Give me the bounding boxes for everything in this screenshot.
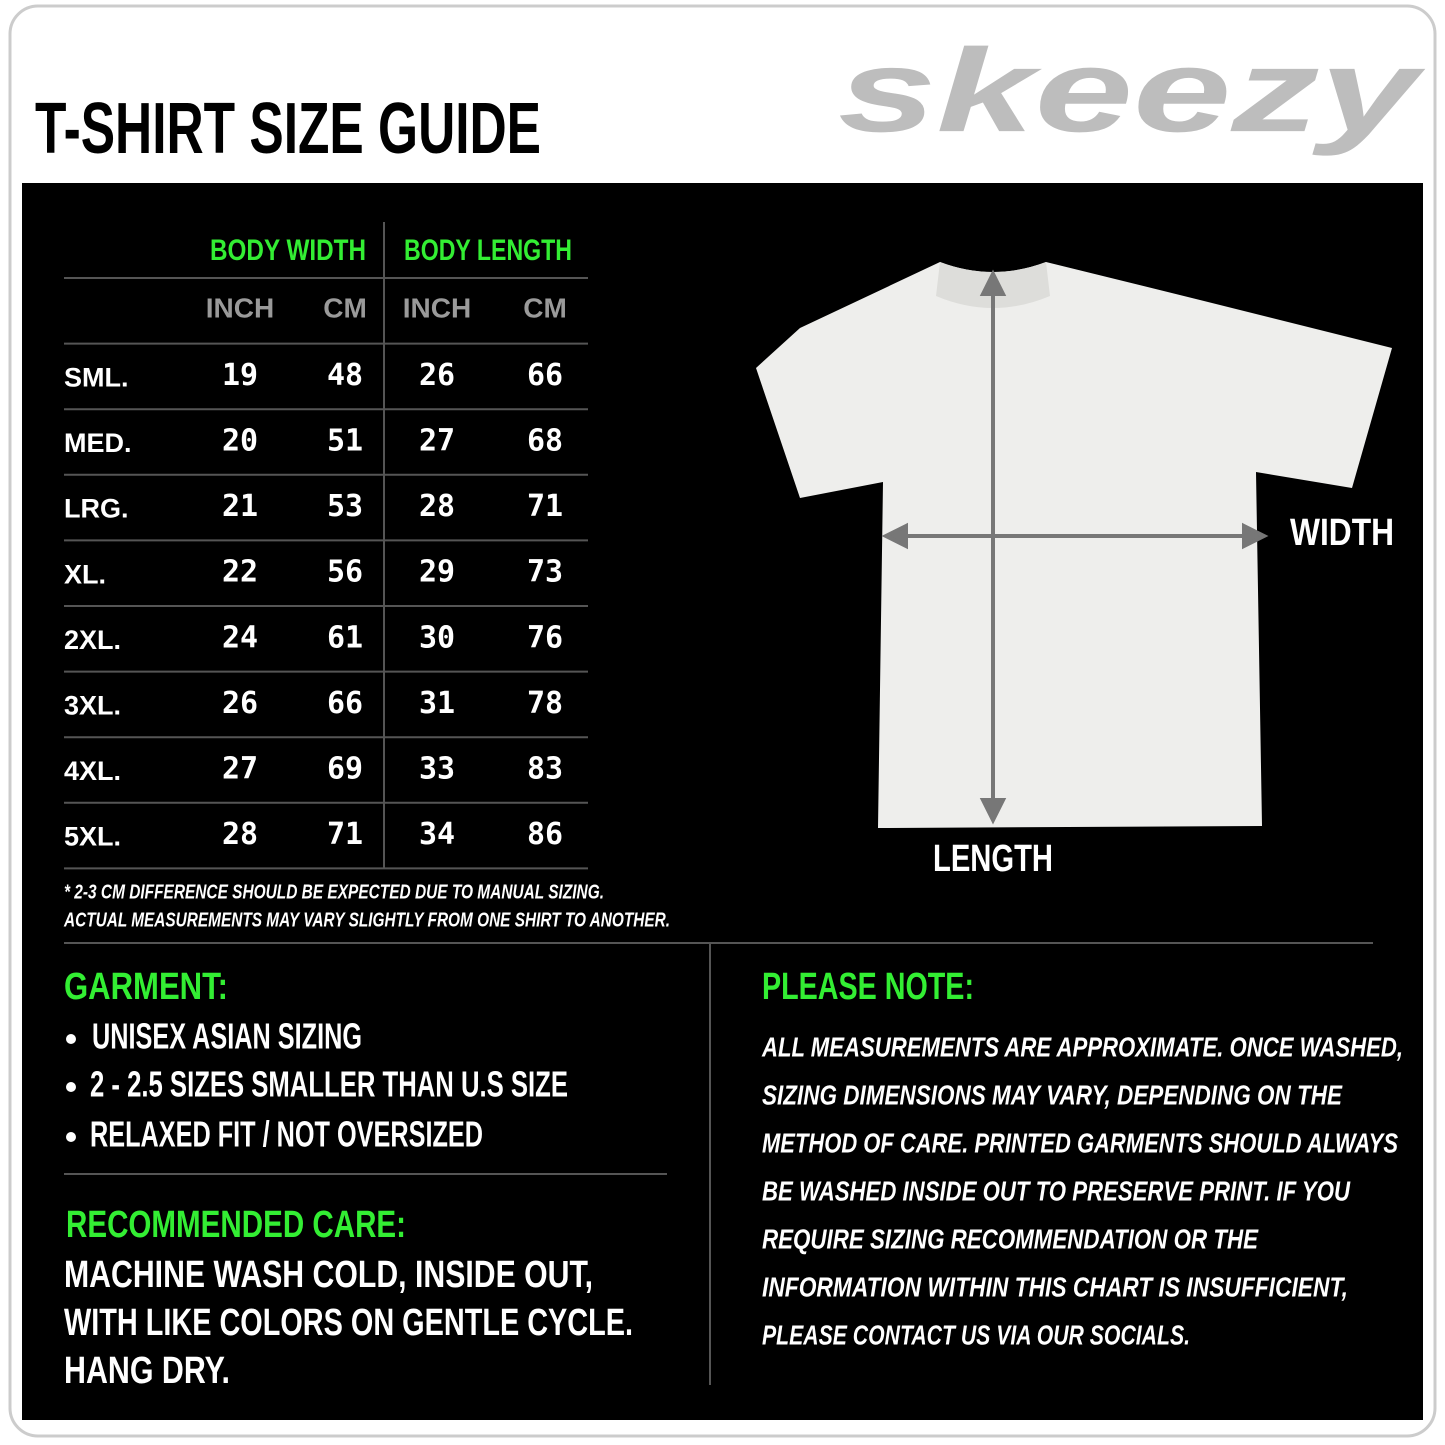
cell: 19 (222, 358, 258, 393)
cell: 27 (222, 752, 258, 787)
cell: 66 (527, 358, 563, 393)
unit-header: INCH (403, 292, 471, 323)
cell: 33 (419, 752, 455, 787)
cell: 51 (327, 424, 363, 459)
note-line: METHOD OF CARE. PRINTED GARMENTS SHOULD … (762, 1127, 1398, 1158)
cell: 53 (327, 489, 363, 524)
note-line: INFORMATION WITHIN THIS CHART IS INSUFFI… (762, 1271, 1348, 1302)
shirt (756, 262, 1392, 828)
cell: 71 (527, 489, 563, 524)
cell: 66 (327, 686, 363, 721)
table: INCH CM INCH CM SML. 19 48 26 66 MED. 20 51 27 68 LRG.… (64, 277, 588, 870)
note-line: REQUIRE SIZING RECOMMENDATION OR THE (762, 1223, 1259, 1254)
garment-item: 2 - 2.5 SIZES SMALLER THAN U.S SIZE (90, 1064, 568, 1105)
unit-header: CM (523, 292, 567, 323)
shirt-diagram: WIDTH LENGTH (756, 262, 1394, 880)
size-label: SML. (64, 363, 129, 393)
footnote: * 2-3 CM DIFFERENCE SHOULD BE EXPECTED D… (64, 881, 604, 903)
note-line: BE WASHED INSIDE OUT TO PRESERVE PRINT. … (762, 1175, 1351, 1206)
note-line: PLEASE CONTACT US VIA OUR SOCIALS. (762, 1319, 1190, 1350)
size-label: 5XL. (64, 822, 121, 852)
cell: 21 (222, 489, 258, 524)
care-line: HANG DRY. (64, 1350, 230, 1392)
note-line: ALL MEASUREMENTS ARE APPROXIMATE. ONCE W… (761, 1031, 1403, 1062)
cell: 26 (222, 686, 258, 721)
cell: 22 (222, 555, 258, 590)
garment-item: RELAXED FIT / NOT OVERSIZED (90, 1114, 483, 1155)
unit-header: INCH (206, 292, 274, 323)
cell: 61 (327, 620, 363, 655)
cell: 83 (527, 752, 563, 787)
cell: 30 (419, 620, 455, 655)
cell: 20 (222, 424, 258, 459)
cell: 29 (419, 555, 455, 590)
footnote: ACTUAL MEASUREMENTS MAY VARY SLIGHTLY FR… (63, 909, 670, 931)
size-label: 4XL. (64, 756, 121, 786)
cell: 78 (527, 686, 563, 721)
cell: 71 (327, 817, 363, 852)
care-line: WITH LIKE COLORS ON GENTLE CYCLE. (64, 1302, 633, 1344)
garment-title: GARMENT: (64, 966, 228, 1008)
title: T-SHIRT SIZE GUIDE (35, 89, 541, 169)
size-label: LRG. (64, 494, 129, 524)
cell: 86 (527, 817, 563, 852)
cell: 73 (527, 555, 563, 590)
cell: 68 (527, 424, 563, 459)
cell: 48 (327, 358, 363, 393)
cell: 28 (222, 817, 258, 852)
unit-header: CM (323, 292, 367, 323)
size-label: MED. (64, 428, 132, 458)
size-label: 3XL. (64, 691, 121, 721)
note-title: PLEASE NOTE: (762, 966, 974, 1008)
cell: 76 (527, 620, 563, 655)
length-label: LENGTH (933, 838, 1053, 880)
note-body: ALL MEASUREMENTS ARE APPROXIMATE. ONCE W… (761, 1031, 1403, 1350)
width-label: WIDTH (1290, 512, 1394, 554)
size-label: 2XL. (64, 625, 121, 655)
note-line: SIZING DIMENSIONS MAY VARY, DEPENDING ON… (762, 1079, 1343, 1110)
cell: 27 (419, 424, 455, 459)
bullets (66, 1034, 76, 1142)
care-line: MACHINE WASH COLD, INSIDE OUT, (64, 1254, 593, 1296)
arrows (881, 269, 1269, 825)
group-header: BODY WIDTH (210, 234, 366, 267)
cell: 56 (327, 555, 363, 590)
cell: 69 (327, 752, 363, 787)
cell: 24 (222, 620, 258, 655)
cell: 31 (419, 686, 455, 721)
cell: 28 (419, 489, 455, 524)
logo: skeezy (838, 25, 1426, 157)
cell: 34 (419, 817, 455, 852)
garment-item: UNISEX ASIAN SIZING (92, 1016, 362, 1057)
group-header: BODY LENGTH (404, 234, 572, 267)
size-label: XL. (64, 559, 106, 589)
care-title: RECOMMENDED CARE: (66, 1204, 406, 1246)
cell: 26 (419, 358, 455, 393)
